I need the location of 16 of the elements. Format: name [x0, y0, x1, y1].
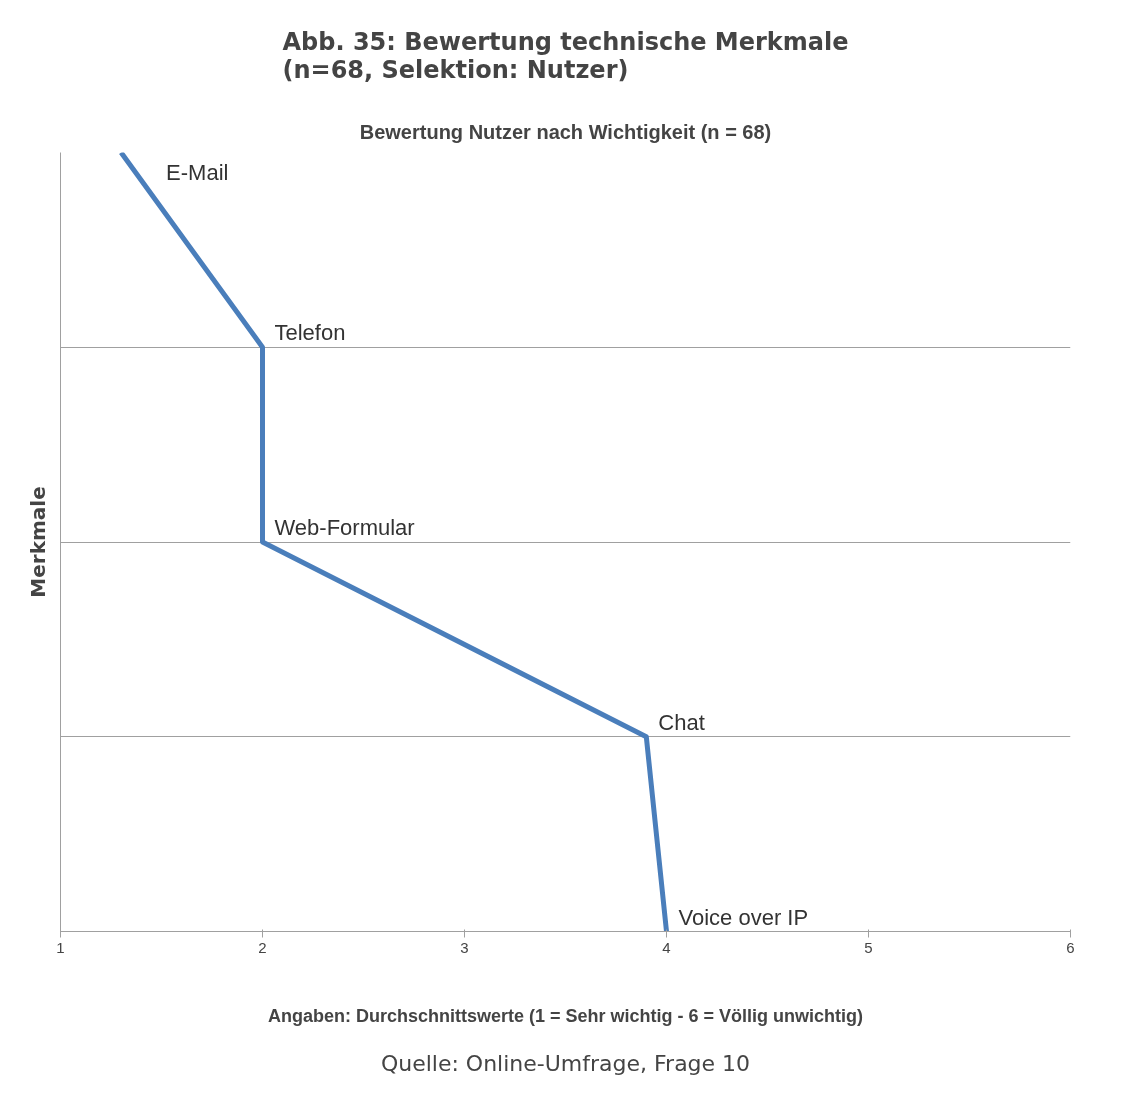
x-tick-label: 2 [258, 938, 267, 956]
y-tick-label: Voice over IP [678, 904, 809, 930]
y-axis-title: Merkmale [25, 486, 50, 598]
x-axis-title: Angaben: Durchschnittswerte (1 = Sehr wichtig - 6 = Völlig unwichtig) [267, 1005, 864, 1026]
y-tick-label: E-Mail [166, 159, 229, 185]
x-tick-label: 6 [1066, 938, 1075, 956]
chart-subtitle: Bewertung Nutzer nach Wichtigkeit (n = 68) [359, 120, 772, 143]
y-tick-label: Telefon [274, 320, 346, 346]
x-tick-label: 3 [460, 938, 469, 956]
x-tick-label: 4 [662, 938, 671, 956]
chart-title: Abb. 35: Bewertung technische Merkmale (n=68, Selektion: Nutzer) [282, 27, 849, 84]
source-note: Quelle: Online-Umfrage, Frage 10 [380, 1050, 751, 1076]
x-tick-label: 1 [56, 938, 65, 956]
y-tick-label: Web-Formular [274, 515, 415, 540]
y-tick-label: Chat [658, 709, 705, 735]
x-tick-label: 5 [864, 938, 873, 956]
